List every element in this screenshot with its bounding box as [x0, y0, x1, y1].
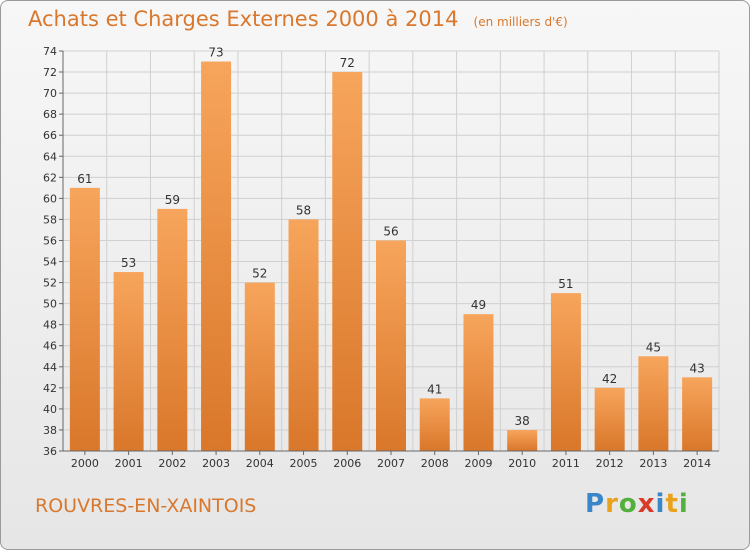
y-tick-label: 62: [43, 171, 57, 184]
y-tick-label: 74: [43, 45, 57, 58]
bar: [594, 387, 625, 451]
bar: [244, 282, 275, 451]
bar-value-label: 72: [340, 56, 355, 70]
proxiti-logo: Proxiti: [585, 489, 689, 519]
bar: [157, 208, 188, 451]
x-tick-label: 2011: [552, 457, 580, 470]
logo-letter: P: [585, 489, 606, 519]
logo-letter: i: [678, 489, 689, 519]
chart-title-block: Achats et Charges Externes 2000 à 2014 (…: [28, 7, 568, 31]
bar-value-label: 41: [427, 382, 442, 396]
y-tick-label: 64: [43, 150, 57, 163]
y-tick-label: 52: [43, 277, 57, 290]
commune-name: ROUVRES-EN-XAINTOIS: [35, 495, 257, 517]
y-tick-label: 66: [43, 129, 57, 142]
chart-unit: (en milliers d'€): [473, 15, 568, 29]
x-tick-label: 2006: [333, 457, 361, 470]
bar-value-label: 73: [208, 46, 223, 60]
x-tick-label: 2004: [246, 457, 274, 470]
x-tick-label: 2008: [421, 457, 449, 470]
logo-letter: x: [637, 489, 656, 519]
bar: [419, 398, 450, 451]
y-tick-label: 56: [43, 234, 57, 247]
bar-value-label: 52: [252, 267, 267, 281]
bar: [201, 61, 232, 452]
y-tick-label: 68: [43, 108, 57, 121]
bar-value-label: 53: [121, 256, 136, 270]
bar-value-label: 49: [471, 298, 486, 312]
y-tick-label: 40: [43, 403, 57, 416]
x-tick-label: 2005: [290, 457, 318, 470]
bar-value-label: 42: [602, 372, 617, 386]
y-tick-label: 58: [43, 213, 57, 226]
x-tick-label: 2010: [508, 457, 536, 470]
bars: 61 53 59 73 52 58 72 56 41 49 38 51 42 45 43: [69, 46, 713, 452]
y-tick-label: 60: [43, 192, 57, 205]
x-tick-label: 2013: [639, 457, 667, 470]
bar: [332, 72, 363, 451]
bar-value-label: 43: [689, 361, 704, 375]
bar: [113, 272, 144, 451]
y-tick-label: 72: [43, 66, 57, 79]
y-tick-label: 50: [43, 298, 57, 311]
logo-letter: r: [605, 489, 619, 519]
y-tick-label: 70: [43, 87, 57, 100]
bar-value-label: 45: [646, 340, 661, 354]
bar: [69, 187, 100, 451]
x-tick-label: 2003: [202, 457, 230, 470]
bar: [463, 314, 494, 451]
logo-letter: i: [655, 489, 666, 519]
x-tick-label: 2014: [683, 457, 711, 470]
bar: [507, 429, 538, 451]
y-tick-label: 46: [43, 340, 57, 353]
x-tick-label: 2007: [377, 457, 405, 470]
x-tick-label: 2002: [158, 457, 186, 470]
x-tick-label: 2001: [115, 457, 143, 470]
y-tick-label: 44: [43, 361, 57, 374]
axes: 36 38 40 42 44 46 48 50 52 54 56 58 60 62 64 66 68 70 72 74…: [43, 45, 719, 470]
bar: [638, 356, 669, 451]
logo-letter: o: [618, 489, 638, 519]
bar-value-label: 56: [383, 224, 398, 238]
bar: [550, 293, 581, 451]
bar-value-label: 38: [515, 414, 530, 428]
y-tick-label: 38: [43, 424, 57, 437]
y-tick-label: 36: [43, 445, 57, 458]
logo-letter: t: [665, 489, 679, 519]
bar: [376, 240, 406, 451]
bar-value-label: 59: [165, 193, 180, 207]
x-tick-label: 2000: [71, 457, 99, 470]
bar-value-label: 61: [77, 172, 92, 186]
x-tick-label: 2012: [596, 457, 624, 470]
y-tick-label: 54: [43, 256, 57, 269]
y-tick-label: 42: [43, 382, 57, 395]
bar-value-label: 58: [296, 203, 311, 217]
bar: [288, 219, 319, 451]
bar-value-label: 51: [558, 277, 573, 291]
x-tick-label: 2009: [464, 457, 492, 470]
bar: [682, 377, 713, 451]
y-tick-label: 48: [43, 319, 57, 332]
chart-title: Achats et Charges Externes 2000 à 2014: [28, 7, 459, 31]
